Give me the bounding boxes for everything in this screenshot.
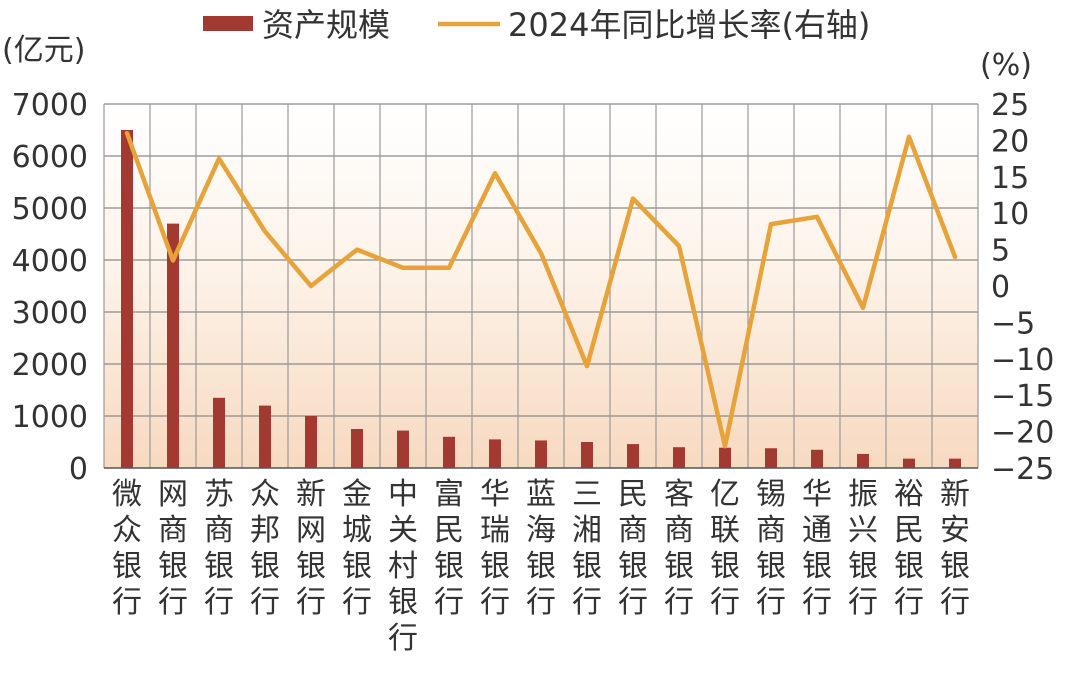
category-label: 新网银行	[296, 477, 326, 620]
bar	[535, 440, 547, 468]
bar	[903, 458, 915, 468]
bar-series	[121, 130, 961, 468]
bar	[765, 448, 777, 468]
right-tick-label: 5	[991, 234, 1010, 269]
category-label: 蓝海银行	[526, 477, 556, 620]
category-label: 锡商银行	[756, 477, 786, 620]
category-label: 华通银行	[802, 477, 832, 620]
left-tick-label: 4000	[12, 244, 88, 279]
bar	[949, 458, 961, 468]
legend-label-line: 2024年同比增长率(右轴)	[508, 6, 870, 44]
bar	[857, 453, 869, 468]
category-label: 金城银行	[342, 477, 372, 620]
category-label: 三湘银行	[572, 477, 602, 620]
right-tick-label: −25	[991, 452, 1054, 487]
legend-label-bar: 资产规模	[262, 6, 390, 44]
legend: 资产规模 2024年同比增长率(右轴)	[203, 6, 870, 44]
bar	[305, 416, 317, 468]
category-label: 民商银行	[618, 477, 648, 620]
left-tick-label: 1000	[12, 400, 88, 435]
bar	[443, 436, 455, 468]
category-label: 裕民银行	[894, 477, 924, 620]
bar	[673, 447, 685, 468]
bar	[811, 449, 823, 468]
line-series	[124, 130, 958, 449]
bar	[351, 429, 363, 468]
right-tick-label: 10	[991, 197, 1029, 232]
bar	[719, 447, 731, 468]
left-tick-label: 7000	[12, 88, 88, 123]
category-label: 新安银行	[940, 477, 970, 620]
plot-area	[104, 104, 978, 468]
right-tick-label: 25	[991, 88, 1029, 123]
growth-rate-line	[124, 130, 958, 449]
left-axis-unit: (亿元)	[2, 33, 85, 68]
category-label: 振兴银行	[848, 477, 878, 620]
category-label: 富民银行	[434, 477, 464, 620]
bar	[167, 223, 179, 468]
bar	[213, 397, 225, 468]
grid	[103, 103, 979, 468]
category-label: 亿联银行	[710, 477, 740, 620]
right-tick-label: 0	[991, 270, 1010, 305]
right-tick-label: 15	[991, 161, 1029, 196]
category-label: 苏商银行	[204, 477, 234, 620]
left-tick-label: 2000	[12, 348, 88, 383]
right-tick-label: 20	[991, 124, 1029, 159]
bar	[627, 444, 639, 468]
bar	[489, 439, 501, 468]
bar	[397, 430, 409, 468]
bar	[121, 130, 133, 468]
left-tick-label: 3000	[12, 296, 88, 331]
right-tick-label: −20	[991, 416, 1054, 451]
legend-swatch-bar	[203, 16, 253, 31]
category-label: 中关村银行	[388, 477, 418, 656]
right-axis-unit: (%)	[980, 48, 1032, 83]
category-label: 网商银行	[158, 477, 188, 620]
category-label: 华瑞银行	[480, 477, 510, 620]
bar	[259, 405, 271, 468]
right-tick-label: −10	[991, 343, 1054, 378]
bar	[581, 442, 593, 468]
left-tick-label: 6000	[12, 140, 88, 175]
left-tick-label: 0	[69, 452, 88, 487]
right-tick-label: −15	[991, 379, 1054, 414]
category-label: 客商银行	[664, 477, 694, 620]
category-label: 微众银行	[112, 477, 142, 620]
left-tick-label: 5000	[12, 192, 88, 227]
right-tick-label: −5	[991, 306, 1035, 341]
category-label: 众邦银行	[250, 477, 280, 620]
